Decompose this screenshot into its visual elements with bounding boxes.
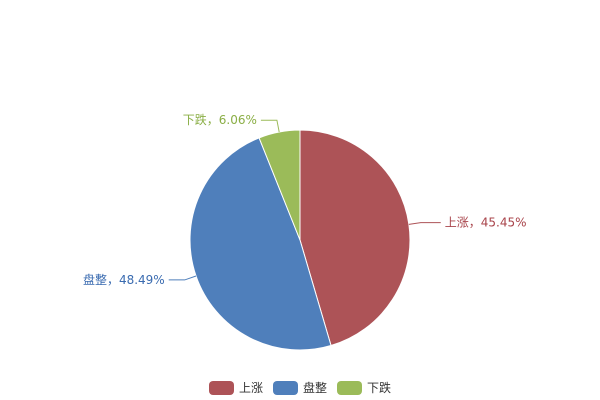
label-line-down [260,119,280,133]
pie-slice-down[interactable] [258,129,301,241]
legend-item-flat[interactable]: 盘整 [272,379,327,396]
data-label-down: 下跌，6.06% [183,112,257,127]
legend: 上涨 盘整 下跌 [0,379,600,396]
legend-swatch-flat [272,380,298,395]
legend-item-up[interactable]: 上涨 [208,379,263,396]
legend-label-down: 下跌 [367,381,392,395]
data-label-flat: 盘整，48.49% [83,272,165,287]
legend-label-up: 上涨 [238,381,263,395]
pie-slice-flat[interactable] [189,137,332,351]
label-line-up [408,222,441,225]
legend-label-flat: 盘整 [302,381,327,395]
pie-slice-up[interactable] [299,129,411,347]
legend-swatch-down [337,380,362,395]
legend-swatch-up [208,380,234,395]
label-line-flat [168,275,197,281]
data-label-up: 上涨，45.45% [445,215,527,230]
legend-item-down[interactable]: 下跌 [337,379,391,396]
